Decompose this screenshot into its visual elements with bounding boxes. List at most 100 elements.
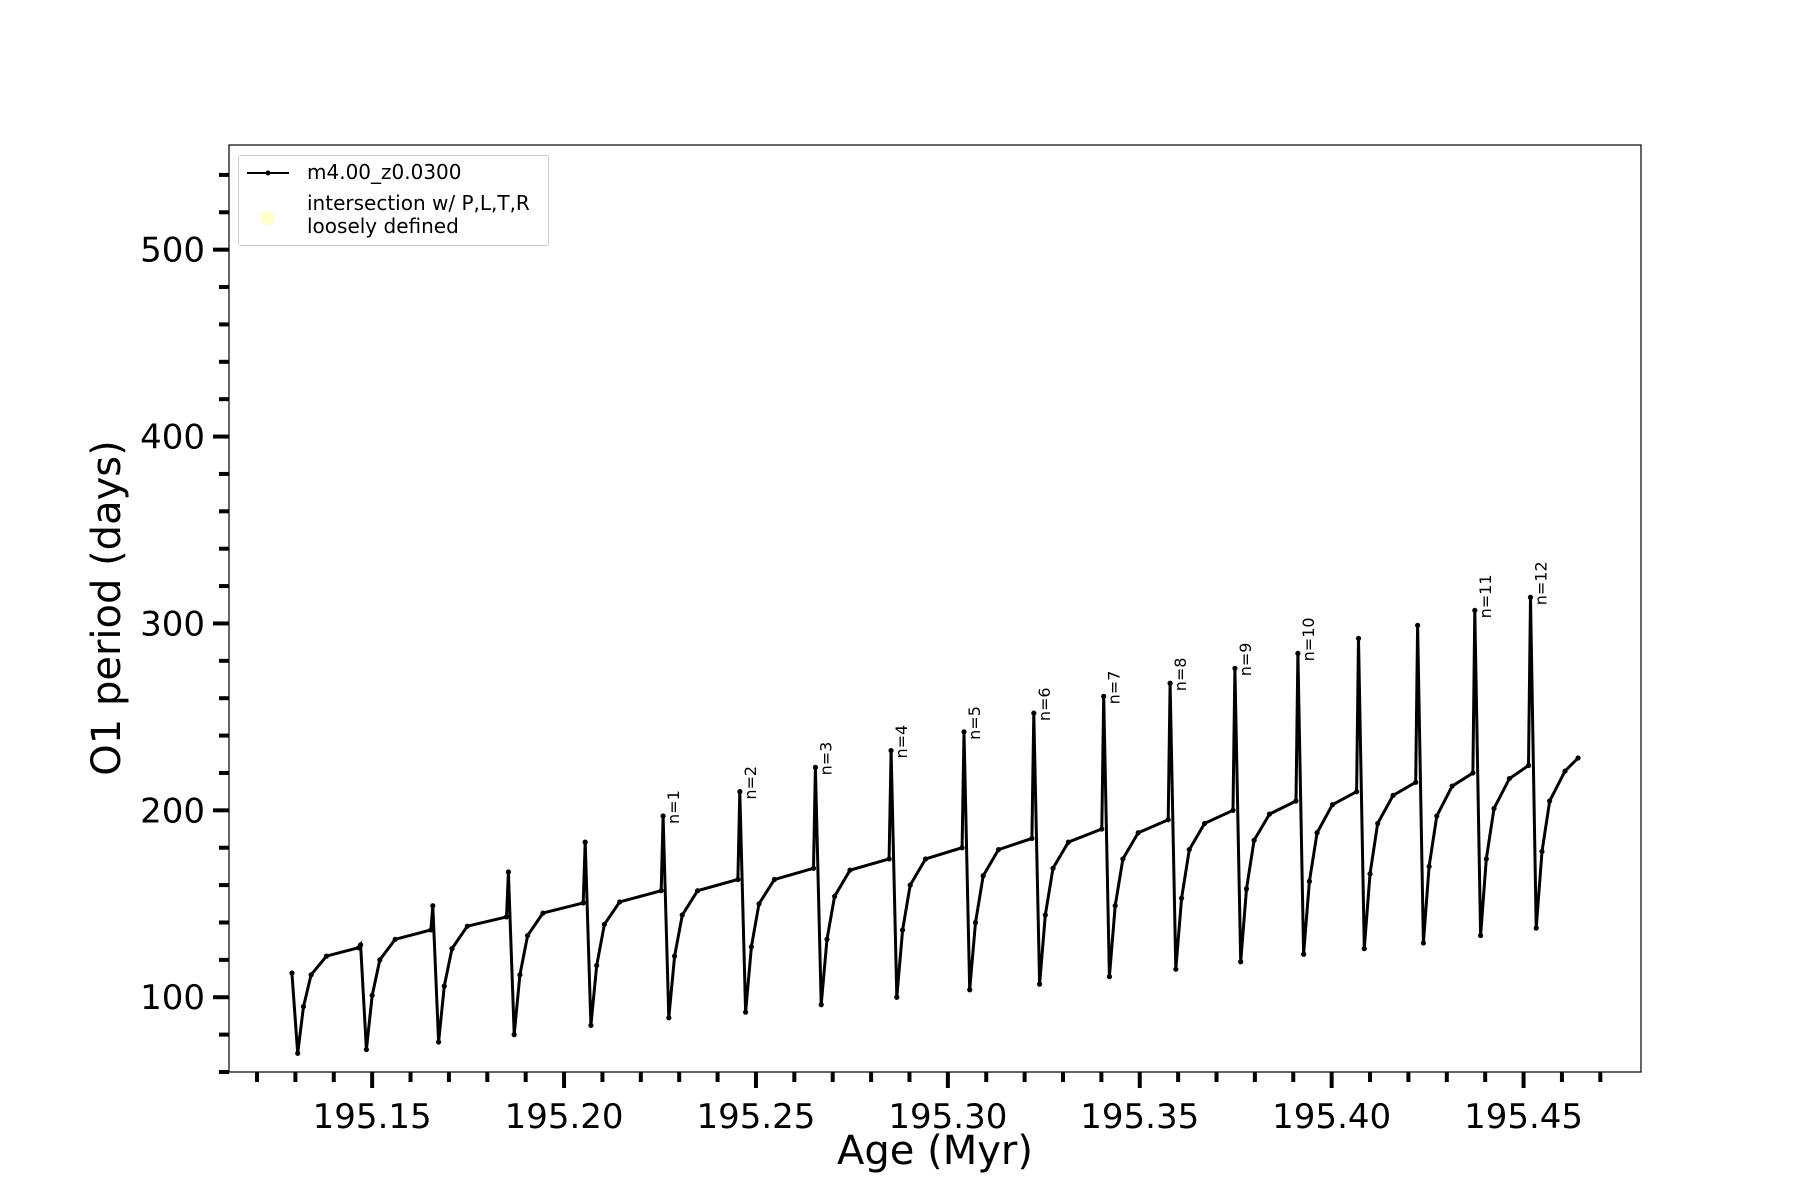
legend-label: intersection w/ P,L,T,R loosely defined [307, 191, 530, 238]
data-point [435, 1039, 442, 1045]
data-point [524, 932, 531, 939]
data-point [1434, 813, 1440, 819]
data-point [886, 856, 892, 862]
data-point [1415, 622, 1421, 628]
annotation: n=9 [1236, 643, 1255, 677]
data-point [449, 946, 455, 952]
data-point [1251, 837, 1257, 843]
data-point [1361, 946, 1367, 952]
data-point [1539, 848, 1545, 855]
data-point [658, 888, 664, 894]
data-point [810, 865, 817, 871]
data-point [1031, 710, 1037, 716]
data-point [1029, 835, 1035, 841]
data-point [742, 1009, 749, 1015]
data-point [617, 899, 623, 905]
data-point [695, 888, 701, 894]
data-point [323, 953, 330, 959]
data-point [1042, 912, 1048, 918]
x-tick-label: 195.30 [888, 1097, 1007, 1137]
annotation: n=2 [741, 766, 760, 800]
data-point [1525, 762, 1532, 769]
data-point [1449, 783, 1455, 789]
x-tick-label: 195.35 [1080, 1097, 1199, 1137]
data-point [660, 813, 666, 819]
x-tick-label: 195.25 [696, 1097, 815, 1137]
data-point [1295, 650, 1301, 656]
x-tick-label: 195.20 [505, 1097, 624, 1137]
data-point [666, 1015, 672, 1021]
data-point [1354, 789, 1360, 795]
data-point [428, 927, 434, 933]
data-point [1230, 807, 1236, 813]
data-point [1355, 635, 1362, 642]
data-point [1120, 856, 1126, 862]
annotation: n=8 [1171, 658, 1190, 692]
y-axis-label: O1 period (days) [84, 440, 130, 775]
data-point [1420, 940, 1426, 946]
plot-frame [228, 144, 1642, 1073]
data-point [907, 882, 913, 888]
data-point [1238, 959, 1244, 965]
data-point [1186, 846, 1192, 853]
data-point [582, 839, 588, 845]
data-point [1527, 594, 1534, 600]
data-point [369, 992, 375, 998]
data-point [1167, 680, 1173, 686]
data-point [1202, 820, 1208, 827]
data-point [967, 987, 973, 993]
data-point [1491, 805, 1497, 812]
data-point [1506, 775, 1512, 782]
data-point [888, 747, 894, 754]
data-point [517, 972, 523, 978]
data-point [289, 970, 295, 976]
data-line [290, 597, 1580, 1054]
annotation: n=1 [664, 790, 683, 824]
data-point [1266, 811, 1273, 817]
data-point [1547, 798, 1553, 804]
data-point [812, 764, 819, 770]
y-tick-label: 400 [140, 418, 205, 458]
data-point [1483, 856, 1489, 862]
x-tick-label: 195.15 [313, 1097, 432, 1137]
data-point [1232, 665, 1238, 671]
y-tick-label: 300 [140, 604, 205, 644]
data-point [1314, 830, 1320, 836]
legend-swatches [247, 170, 289, 225]
data-point [818, 1002, 824, 1008]
data-point [580, 900, 586, 906]
data-point [441, 983, 447, 989]
annotation: n=3 [816, 742, 835, 776]
data-point [1472, 607, 1478, 613]
data-point [540, 910, 546, 916]
data-point [1099, 826, 1105, 832]
annotation: n=6 [1035, 687, 1054, 721]
data-point [1413, 779, 1419, 785]
data-point [300, 1003, 307, 1010]
data-point [1562, 768, 1568, 774]
x-tick-label: 195.45 [1464, 1097, 1583, 1137]
y-tick-label: 100 [140, 978, 205, 1018]
y-tick-label: 200 [140, 791, 205, 831]
legend-marker-swatch [261, 211, 275, 225]
annotation: n=4 [892, 725, 911, 759]
annotation: n=11 [1476, 574, 1495, 618]
data-point [1470, 770, 1476, 776]
data-point [1306, 878, 1312, 884]
data-point [588, 1022, 594, 1028]
data-point [771, 876, 777, 883]
data-point [679, 912, 685, 918]
data-point [832, 893, 838, 899]
data-point [1135, 830, 1141, 836]
annotation: n=10 [1299, 617, 1318, 661]
y-tick-label: 500 [140, 231, 205, 271]
data-point [959, 845, 965, 851]
data-point [358, 942, 364, 948]
x-axis-label: Age (Myr) [837, 1128, 1033, 1174]
legend-marker-swatch [265, 170, 271, 176]
data-point [824, 936, 830, 942]
data-point [594, 962, 600, 969]
data-point [1293, 798, 1299, 804]
